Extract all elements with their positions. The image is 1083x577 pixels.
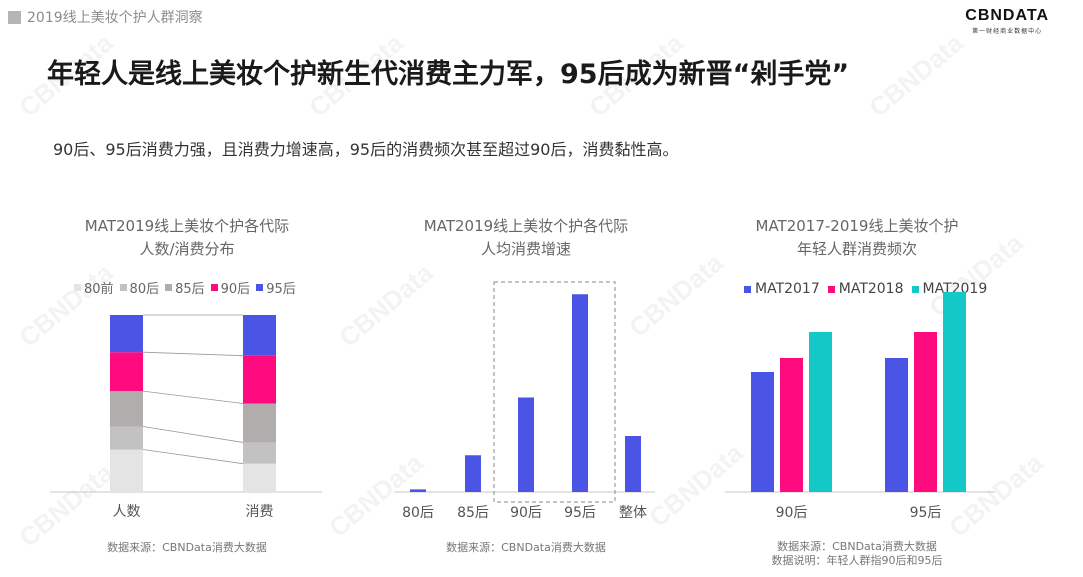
chart3-legend-label: MAT2017 (755, 281, 820, 297)
chart3-xtick-label: 90后 (776, 505, 808, 521)
section-label: 2019线上美妆个护人群洞察 (27, 10, 203, 26)
chart3-bar-95后-MAT2018 (914, 332, 937, 492)
chart1-bar-消费-80后 (243, 442, 276, 464)
chart1-connector-line (142, 390, 244, 404)
chart3-source-line2: 数据说明：年轻人群指90后和95后 (771, 554, 943, 567)
chart3-legend-label: MAT2018 (838, 281, 904, 297)
chart1-connector-line (142, 351, 244, 357)
chart2-xtick-label: 90后 (510, 505, 542, 521)
chart3-source-line1: 数据来源：CBNData消费大数据 (777, 540, 937, 553)
chart2-bar-整体 (625, 436, 641, 492)
chart1-legend-swatch (210, 284, 218, 291)
chart3-bar-90后-MAT2017 (751, 372, 774, 492)
chart1-legend-label: 90后 (220, 282, 251, 297)
chart1-legend-swatch (256, 284, 264, 291)
chart1-title-line1: MAT2019线上美妆个护各代际 (84, 217, 290, 235)
chart1-bar-人数-85后 (110, 391, 143, 427)
chart1-legend-label: 80前 (84, 282, 114, 297)
logo-sub-text: 第一财经商业数据中心 (972, 28, 1043, 35)
chart1-legend-item: 95后 (256, 278, 296, 297)
section-header: 2019线上美妆个护人群洞察 (8, 7, 203, 27)
chart2-xtick-label: 80后 (402, 505, 434, 521)
page-subtitle: 90后、95后消费力强，且消费力增速高，95后的消费频次甚至超过90后，消费黏性… (53, 140, 679, 159)
chart3-legend-swatch (744, 285, 751, 293)
chart2-title-line1: MAT2019线上美妆个护各代际 (423, 217, 629, 235)
chart1-legend-swatch (165, 284, 173, 291)
chart2-bar-80后 (410, 489, 426, 492)
chart2-source: 数据来源：CBNData消费大数据 (446, 541, 606, 554)
chart3-bar-90后-MAT2019 (809, 332, 832, 492)
chart1-legend: 80前 80后 85后 90后 95后 (74, 278, 302, 297)
chart3-legend-label: MAT2019 (922, 281, 988, 297)
chart1-legend-item: 90后 (210, 278, 251, 297)
chart1-bar-消费-85后 (243, 403, 276, 443)
chart1-legend-label: 85后 (175, 282, 205, 297)
chart1-bar-人数-95后 (110, 315, 143, 353)
chart3-legend-item: MAT2018 (827, 281, 904, 297)
chart1-legend-item: 80前 (74, 278, 114, 297)
chart2-title: MAT2019线上美妆个护各代际 人均消费增速 (396, 215, 656, 261)
chart3-source: 数据来源：CBNData消费大数据 数据说明：年轻人群指90后和95后 (722, 540, 992, 568)
chart1-connector-line (142, 426, 244, 443)
chart3-title-line2: 年轻人群消费频次 (796, 240, 917, 258)
chart1-legend-swatch (74, 284, 81, 291)
chart1-bar-人数-90后 (110, 352, 143, 392)
chart1-bar-人数-80后 (110, 426, 143, 450)
chart3-xtick-label: 95后 (910, 505, 942, 521)
chart3-bar-95后-MAT2019 (943, 292, 966, 492)
chart1-legend-item: 85后 (165, 278, 205, 297)
logo-main-text: CBNDATA (965, 7, 1049, 24)
chart2-title-line2: 人均消费增速 (480, 240, 571, 258)
chart3-bar-90后-MAT2018 (780, 358, 803, 492)
chart2-xtick-label: 整体 (619, 505, 647, 521)
chart2-bar-90后 (518, 397, 534, 492)
chart1-bar-人数-80前 (110, 449, 143, 492)
chart3-legend-swatch (911, 285, 919, 293)
chart3-title: MAT2017-2019线上美妆个护 年轻人群消费频次 (722, 215, 992, 261)
chart3-legend-item: MAT2017 (744, 281, 820, 297)
chart1-xtick-label: 消费 (246, 504, 274, 520)
page-title: 年轻人是线上美妆个护新生代消费主力军，95后成为新晋“剁手党” (47, 59, 850, 90)
chart1-bar-消费-95后 (243, 315, 276, 356)
chart3-title-line1: MAT2017-2019线上美妆个护 (755, 217, 959, 235)
chart3-bar-95后-MAT2017 (885, 358, 908, 492)
chart3-legend: MAT2017 MAT2018 MAT2019 (744, 281, 995, 297)
chart1-legend-swatch (119, 284, 127, 291)
chart2-xtick-label: 85后 (457, 505, 489, 521)
chart1-legend-item: 80后 (119, 278, 160, 297)
chart1-source: 数据来源：CBNData消费大数据 (107, 541, 267, 554)
chart3-legend-swatch (827, 285, 835, 293)
cbndata-logo: CBNDATA 第一财经商业数据中心 (965, 7, 1049, 35)
chart1-bar-消费-90后 (243, 355, 276, 404)
chart1-legend-label: 80后 (129, 282, 160, 297)
chart2-bar-95后 (572, 294, 588, 492)
chart1-legend-label: 95后 (266, 282, 296, 297)
section-square-icon (8, 10, 21, 24)
chart2-bar-85后 (465, 455, 481, 492)
chart1-title-line2: 人数/消费分布 (139, 240, 235, 258)
chart2-xtick-label: 95后 (564, 505, 596, 521)
chart2-highlight-box (493, 281, 616, 503)
chart1-connector-line (142, 449, 244, 465)
chart1-title: MAT2019线上美妆个护各代际 人数/消费分布 (52, 215, 322, 261)
chart3-legend-item: MAT2019 (911, 281, 988, 297)
chart1-bar-消费-80前 (243, 463, 276, 492)
chart1-xtick-label: 人数 (113, 504, 141, 520)
